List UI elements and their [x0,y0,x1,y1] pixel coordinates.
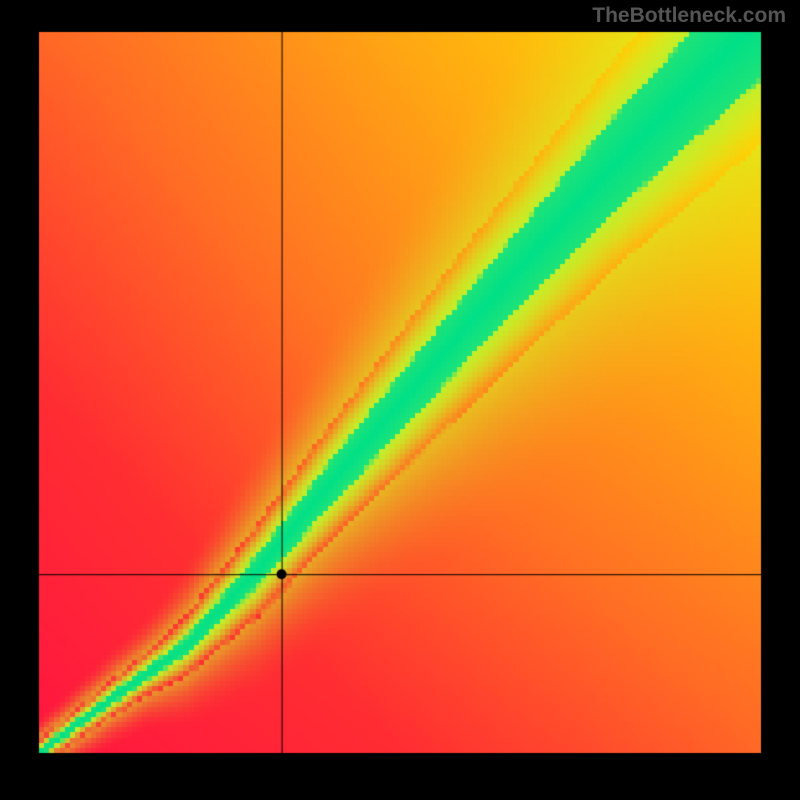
heatmap-canvas [0,0,800,800]
chart-container: TheBottleneck.com [0,0,800,800]
watermark-text: TheBottleneck.com [592,4,786,28]
